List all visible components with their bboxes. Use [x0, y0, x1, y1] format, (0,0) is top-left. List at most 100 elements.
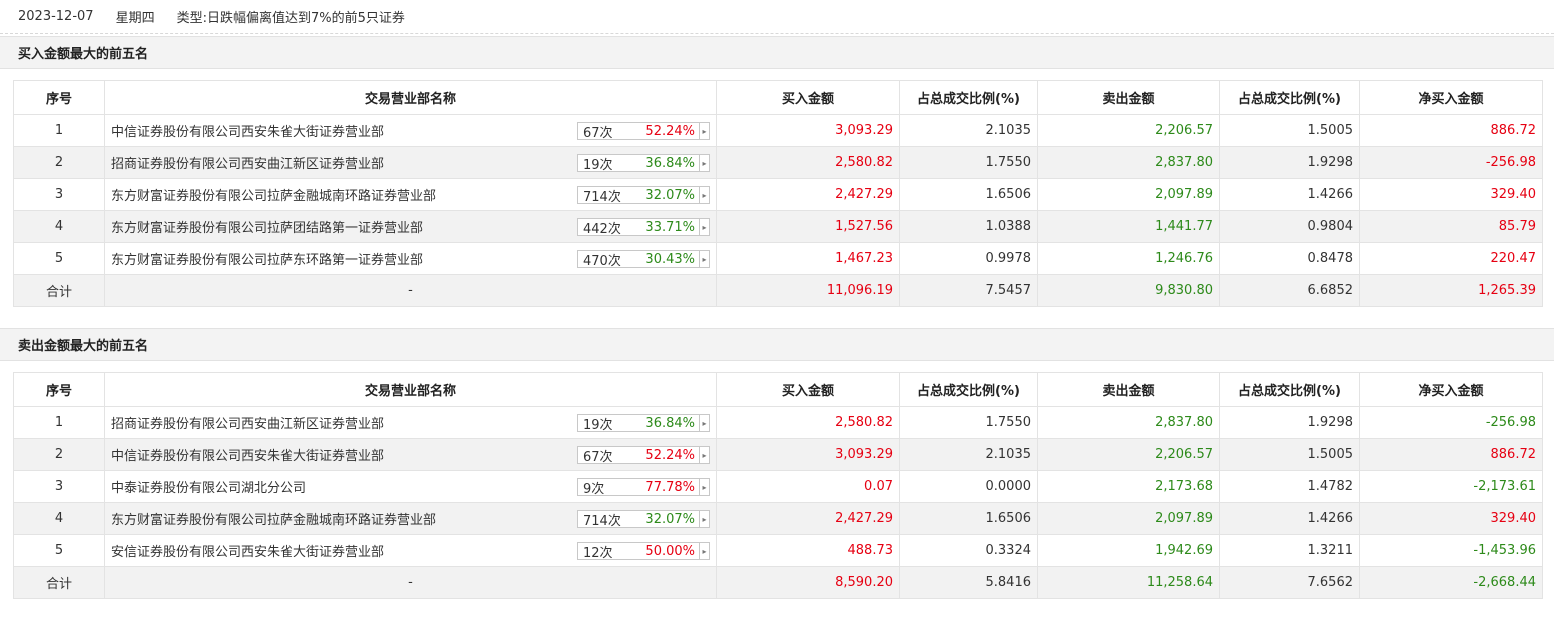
- col-net-buy: 净买入金额: [1359, 372, 1543, 407]
- row-seq: 3: [13, 470, 105, 503]
- buy-ratio: 1.0388: [899, 210, 1038, 243]
- caret-right-icon: ▸: [699, 543, 709, 559]
- table-row: 2 招商证券股份有限公司西安曲江新区证券营业部 19次 36.84% ▸ 2,580.82…: [13, 146, 1543, 179]
- col-sell-ratio: 占总成交比例(%): [1219, 372, 1360, 407]
- caret-right-icon: ▸: [699, 123, 709, 139]
- branch-stats-button[interactable]: 67次 52.24% ▸: [577, 122, 710, 141]
- branch-name-cell: 中信证券股份有限公司西安朱雀大街证券营业部 67次 52.24% ▸: [104, 438, 717, 471]
- win-rate: 33.71%: [645, 219, 695, 235]
- row-seq: 3: [13, 178, 105, 211]
- branch-stats-button[interactable]: 12次 50.00% ▸: [577, 542, 710, 561]
- branch-name[interactable]: 东方财富证券股份有限公司拉萨金融城南环路证券营业部: [111, 189, 437, 204]
- total-name-placeholder: -: [104, 274, 717, 307]
- branch-name-cell: 东方财富证券股份有限公司拉萨金融城南环路证券营业部 714次 32.07% ▸: [104, 502, 717, 535]
- sell-ratio: 1.3211: [1219, 534, 1360, 567]
- type-label: 类型:: [176, 11, 207, 26]
- sell-amount: 2,173.68: [1037, 470, 1220, 503]
- sell-section-title: 卖出金额最大的前五名: [0, 328, 1554, 361]
- row-seq: 5: [13, 534, 105, 567]
- caret-right-icon: ▸: [699, 187, 709, 203]
- branch-name-cell: 东方财富证券股份有限公司拉萨东环路第一证券营业部 470次 30.43% ▸: [104, 242, 717, 275]
- sell-amount: 2,206.57: [1037, 438, 1220, 471]
- caret-right-icon: ▸: [699, 447, 709, 463]
- total-buy-amount: 11,096.19: [716, 274, 900, 307]
- net-buy-amount: 220.47: [1359, 242, 1543, 275]
- total-label: 合计: [13, 566, 105, 599]
- net-buy-amount: 329.40: [1359, 502, 1543, 535]
- col-branch-name: 交易营业部名称: [104, 80, 717, 115]
- total-net-buy: 1,265.39: [1359, 274, 1543, 307]
- table-row: 1 中信证券股份有限公司西安朱雀大街证券营业部 67次 52.24% ▸ 3,093.29…: [13, 114, 1543, 147]
- table-row: 5 安信证券股份有限公司西安朱雀大街证券营业部 12次 50.00% ▸ 488.73 0.…: [13, 534, 1543, 567]
- table-row: 1 招商证券股份有限公司西安曲江新区证券营业部 19次 36.84% ▸ 2,580.82…: [13, 406, 1543, 439]
- net-buy-amount: -2,173.61: [1359, 470, 1543, 503]
- branch-name[interactable]: 中泰证券股份有限公司湖北分公司: [111, 481, 307, 496]
- net-buy-amount: 886.72: [1359, 114, 1543, 147]
- buy-ratio: 1.7550: [899, 406, 1038, 439]
- total-name-placeholder: -: [104, 566, 717, 599]
- buy-amount: 2,580.82: [716, 146, 900, 179]
- branch-stats-button[interactable]: 19次 36.84% ▸: [577, 154, 710, 173]
- row-seq: 1: [13, 406, 105, 439]
- branch-name[interactable]: 招商证券股份有限公司西安曲江新区证券营业部: [111, 417, 385, 432]
- branch-stats-button[interactable]: 470次 30.43% ▸: [577, 250, 710, 269]
- sell-ratio: 1.4782: [1219, 470, 1360, 503]
- header-bar: 2023-12-07 星期四 类型:日跌幅偏离值达到7%的前5只证券: [0, 0, 1554, 34]
- table-row: 4 东方财富证券股份有限公司拉萨金融城南环路证券营业部 714次 32.07% ▸ 2,4…: [13, 502, 1543, 535]
- row-seq: 1: [13, 114, 105, 147]
- sell-amount: 2,097.89: [1037, 178, 1220, 211]
- branch-stats-button[interactable]: 67次 52.24% ▸: [577, 446, 710, 465]
- buy-amount: 1,527.56: [716, 210, 900, 243]
- listing-count: 470次: [583, 253, 621, 269]
- branch-stats-button[interactable]: 442次 33.71% ▸: [577, 218, 710, 237]
- buy-amount: 0.07: [716, 470, 900, 503]
- win-rate: 50.00%: [645, 543, 695, 559]
- branch-stats-button[interactable]: 714次 32.07% ▸: [577, 186, 710, 205]
- branch-name[interactable]: 安信证券股份有限公司西安朱雀大街证券营业部: [111, 545, 385, 560]
- branch-name[interactable]: 东方财富证券股份有限公司拉萨金融城南环路证券营业部: [111, 513, 437, 528]
- total-buy-amount: 8,590.20: [716, 566, 900, 599]
- table-header-row: 序号 交易营业部名称 买入金额 占总成交比例(%) 卖出金额 占总成交比例(%)…: [13, 80, 1543, 115]
- win-rate: 77.78%: [645, 479, 695, 495]
- listing-count: 12次: [583, 545, 613, 561]
- type-info: 类型:日跌幅偏离值达到7%的前5只证券: [177, 7, 405, 26]
- buy-ratio: 1.7550: [899, 146, 1038, 179]
- sell-amount: 2,206.57: [1037, 114, 1220, 147]
- branch-name[interactable]: 东方财富证券股份有限公司拉萨团结路第一证券营业部: [111, 221, 424, 236]
- sell-amount: 1,942.69: [1037, 534, 1220, 567]
- col-buy-ratio: 占总成交比例(%): [899, 372, 1038, 407]
- buy-ratio: 1.6506: [899, 502, 1038, 535]
- sell-ratio: 1.9298: [1219, 146, 1360, 179]
- col-seq: 序号: [13, 372, 105, 407]
- branch-stats-button[interactable]: 714次 32.07% ▸: [577, 510, 710, 529]
- sell-amount: 2,837.80: [1037, 406, 1220, 439]
- total-net-buy: -2,668.44: [1359, 566, 1543, 599]
- caret-right-icon: ▸: [699, 251, 709, 267]
- table-row: 4 东方财富证券股份有限公司拉萨团结路第一证券营业部 442次 33.71% ▸ 1,52…: [13, 210, 1543, 243]
- branch-stats-button[interactable]: 19次 36.84% ▸: [577, 414, 710, 433]
- branch-name[interactable]: 招商证券股份有限公司西安曲江新区证券营业部: [111, 157, 385, 172]
- sell-ratio: 1.9298: [1219, 406, 1360, 439]
- total-buy-ratio: 7.5457: [899, 274, 1038, 307]
- win-rate: 36.84%: [645, 155, 695, 171]
- buy-amount: 2,427.29: [716, 502, 900, 535]
- win-rate: 32.07%: [645, 511, 695, 527]
- branch-stats-button[interactable]: 9次 77.78% ▸: [577, 478, 710, 497]
- buy-ratio: 1.6506: [899, 178, 1038, 211]
- caret-right-icon: ▸: [699, 219, 709, 235]
- branch-name[interactable]: 中信证券股份有限公司西安朱雀大街证券营业部: [111, 125, 385, 140]
- buy-ratio: 0.0000: [899, 470, 1038, 503]
- total-sell-ratio: 6.6852: [1219, 274, 1360, 307]
- branch-name[interactable]: 中信证券股份有限公司西安朱雀大街证券营业部: [111, 449, 385, 464]
- buy-ratio: 0.3324: [899, 534, 1038, 567]
- branch-name[interactable]: 东方财富证券股份有限公司拉萨东环路第一证券营业部: [111, 253, 424, 268]
- col-buy-amount: 买入金额: [716, 80, 900, 115]
- sell-ratio: 1.4266: [1219, 178, 1360, 211]
- listing-count: 67次: [583, 125, 613, 141]
- net-buy-amount: -1,453.96: [1359, 534, 1543, 567]
- branch-name-cell: 中泰证券股份有限公司湖北分公司 9次 77.78% ▸: [104, 470, 717, 503]
- sell-ratio: 1.4266: [1219, 502, 1360, 535]
- sell-ratio: 0.8478: [1219, 242, 1360, 275]
- table-header-row: 序号 交易营业部名称 买入金额 占总成交比例(%) 卖出金额 占总成交比例(%)…: [13, 372, 1543, 407]
- sell-table: 序号 交易营业部名称 买入金额 占总成交比例(%) 卖出金额 占总成交比例(%)…: [13, 372, 1543, 599]
